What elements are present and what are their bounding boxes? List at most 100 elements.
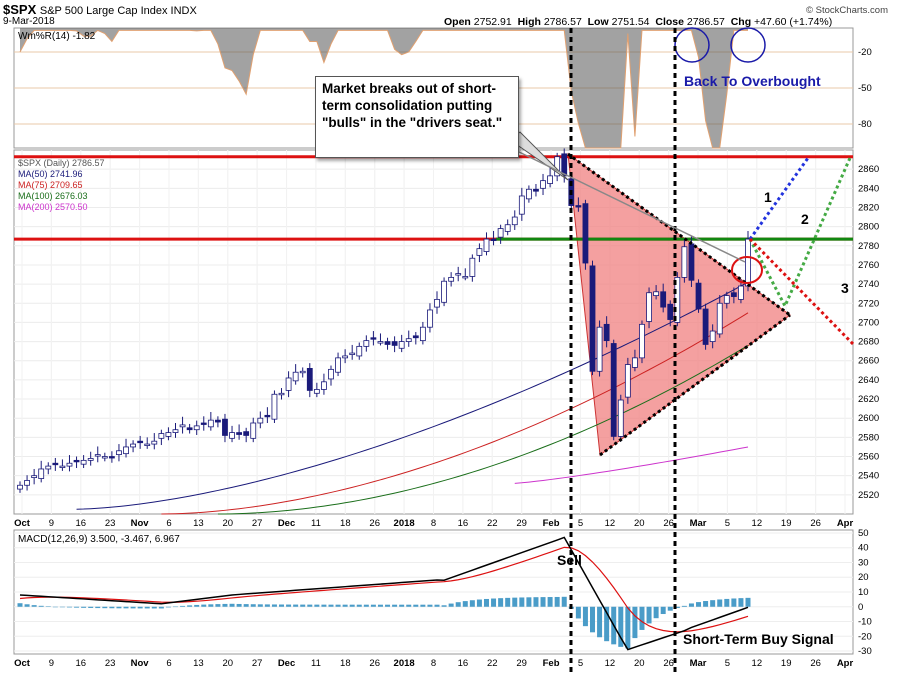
price-x-tick-label: 20 [222, 518, 233, 529]
candle [412, 335, 419, 339]
price-x-tick-label: 9 [49, 518, 54, 529]
macd-histogram-bar [462, 601, 468, 607]
macd-tick-label: 0 [858, 602, 863, 613]
macd-histogram-bar [639, 606, 645, 630]
candle [108, 456, 115, 459]
macd-tick-label: 10 [858, 587, 869, 598]
candle [250, 422, 257, 439]
macd-histogram-bar [335, 604, 341, 607]
candle [179, 424, 186, 428]
candle [455, 273, 462, 276]
macd-histogram-bar [370, 604, 376, 607]
path-1-label: 1 [764, 189, 772, 205]
candle [52, 462, 59, 466]
candle [511, 216, 518, 226]
triangle-upper-edge [567, 152, 791, 317]
candle [582, 203, 589, 264]
price-tick-label: 2800 [858, 222, 879, 233]
macd-tick-label: -10 [858, 617, 872, 628]
symbol: $SPX [3, 2, 37, 17]
price-tick-label: 2720 [858, 298, 879, 309]
candle [667, 303, 674, 320]
candle [391, 341, 398, 346]
candle [398, 341, 405, 349]
candle [469, 257, 476, 277]
candle [17, 484, 23, 490]
macd-histogram-bar [476, 599, 482, 607]
price-x-tick-label: 6 [166, 518, 171, 529]
callout-leader [514, 149, 746, 263]
macd-x-tick-label: 6 [166, 658, 171, 669]
macd-histogram-bar [554, 596, 560, 607]
macd-histogram-bar [745, 597, 751, 607]
macd-histogram-bar [250, 604, 256, 607]
candle [483, 238, 490, 252]
macd-histogram-bar [215, 604, 221, 607]
path-2-projection [748, 157, 852, 310]
macd-x-tick-label: Dec [278, 658, 295, 669]
macd-histogram-bar [116, 606, 122, 609]
macd-histogram-bar [151, 606, 157, 609]
macd-histogram-bar [547, 597, 553, 607]
candle [38, 468, 45, 479]
candle [172, 429, 179, 433]
macd-histogram-bar [533, 597, 539, 607]
macd-histogram-bar [38, 605, 44, 607]
price-x-tick-label: 23 [105, 518, 116, 529]
candle [278, 392, 285, 396]
macd-histogram-bar [180, 605, 186, 607]
price-x-tick-label: 8 [431, 518, 436, 529]
candle [448, 276, 455, 282]
candle [158, 433, 165, 439]
candle [730, 292, 737, 297]
price-tick-label: 2760 [858, 260, 879, 271]
path-3-label: 3 [841, 280, 849, 296]
candle [547, 175, 553, 184]
legend-spx: $SPX (Daily) 2786.57 [18, 158, 105, 168]
macd-histogram-bar [123, 606, 129, 609]
candle [94, 454, 101, 457]
price-tick-label: 2840 [858, 183, 879, 194]
macd-x-tick-label: 19 [781, 658, 792, 669]
candle [384, 341, 391, 345]
macd-x-tick-label: 26 [369, 658, 380, 669]
macd-histogram-bar [66, 606, 72, 608]
willr-tick-label: -20 [858, 47, 872, 58]
candle [335, 357, 341, 373]
macd-histogram-bar [455, 602, 461, 607]
price-tick-label: 2640 [858, 375, 879, 386]
macd-histogram-bar [52, 606, 58, 608]
candle [646, 292, 652, 322]
macd-x-tick-label: 8 [431, 658, 436, 669]
macd-histogram-bar [31, 605, 37, 607]
candle [80, 459, 87, 465]
macd-histogram-bar [448, 603, 454, 607]
price-tick-label: 2540 [858, 471, 879, 482]
ma200-line [514, 446, 749, 484]
candle [87, 458, 94, 461]
macd-histogram-bar [385, 604, 391, 607]
macd-histogram-bar [102, 606, 108, 609]
macd-histogram-bar [24, 604, 30, 607]
annotation-overlay [509, 28, 856, 672]
macd-histogram-bar [618, 606, 624, 647]
macd-histogram-bar [505, 597, 511, 607]
macd-histogram-bar [257, 604, 263, 607]
candle [681, 246, 688, 278]
macd-histogram-bar [95, 606, 101, 609]
price-x-tick-label: 27 [252, 518, 263, 529]
macd-histogram-bar [314, 604, 320, 607]
macd-histogram-bar [688, 603, 694, 607]
price-x-tick-label: 29 [516, 518, 527, 529]
candle [186, 427, 193, 431]
macd-line [19, 536, 749, 651]
price-x-tick-label: 12 [752, 518, 763, 529]
candle [504, 224, 511, 232]
path-2-label: 2 [801, 211, 809, 227]
candle [405, 338, 412, 342]
candle [377, 341, 384, 344]
macd-x-tick-label: 16 [75, 658, 86, 669]
macd-histogram-bar [632, 606, 638, 639]
candle [497, 228, 504, 238]
candle [123, 446, 129, 455]
